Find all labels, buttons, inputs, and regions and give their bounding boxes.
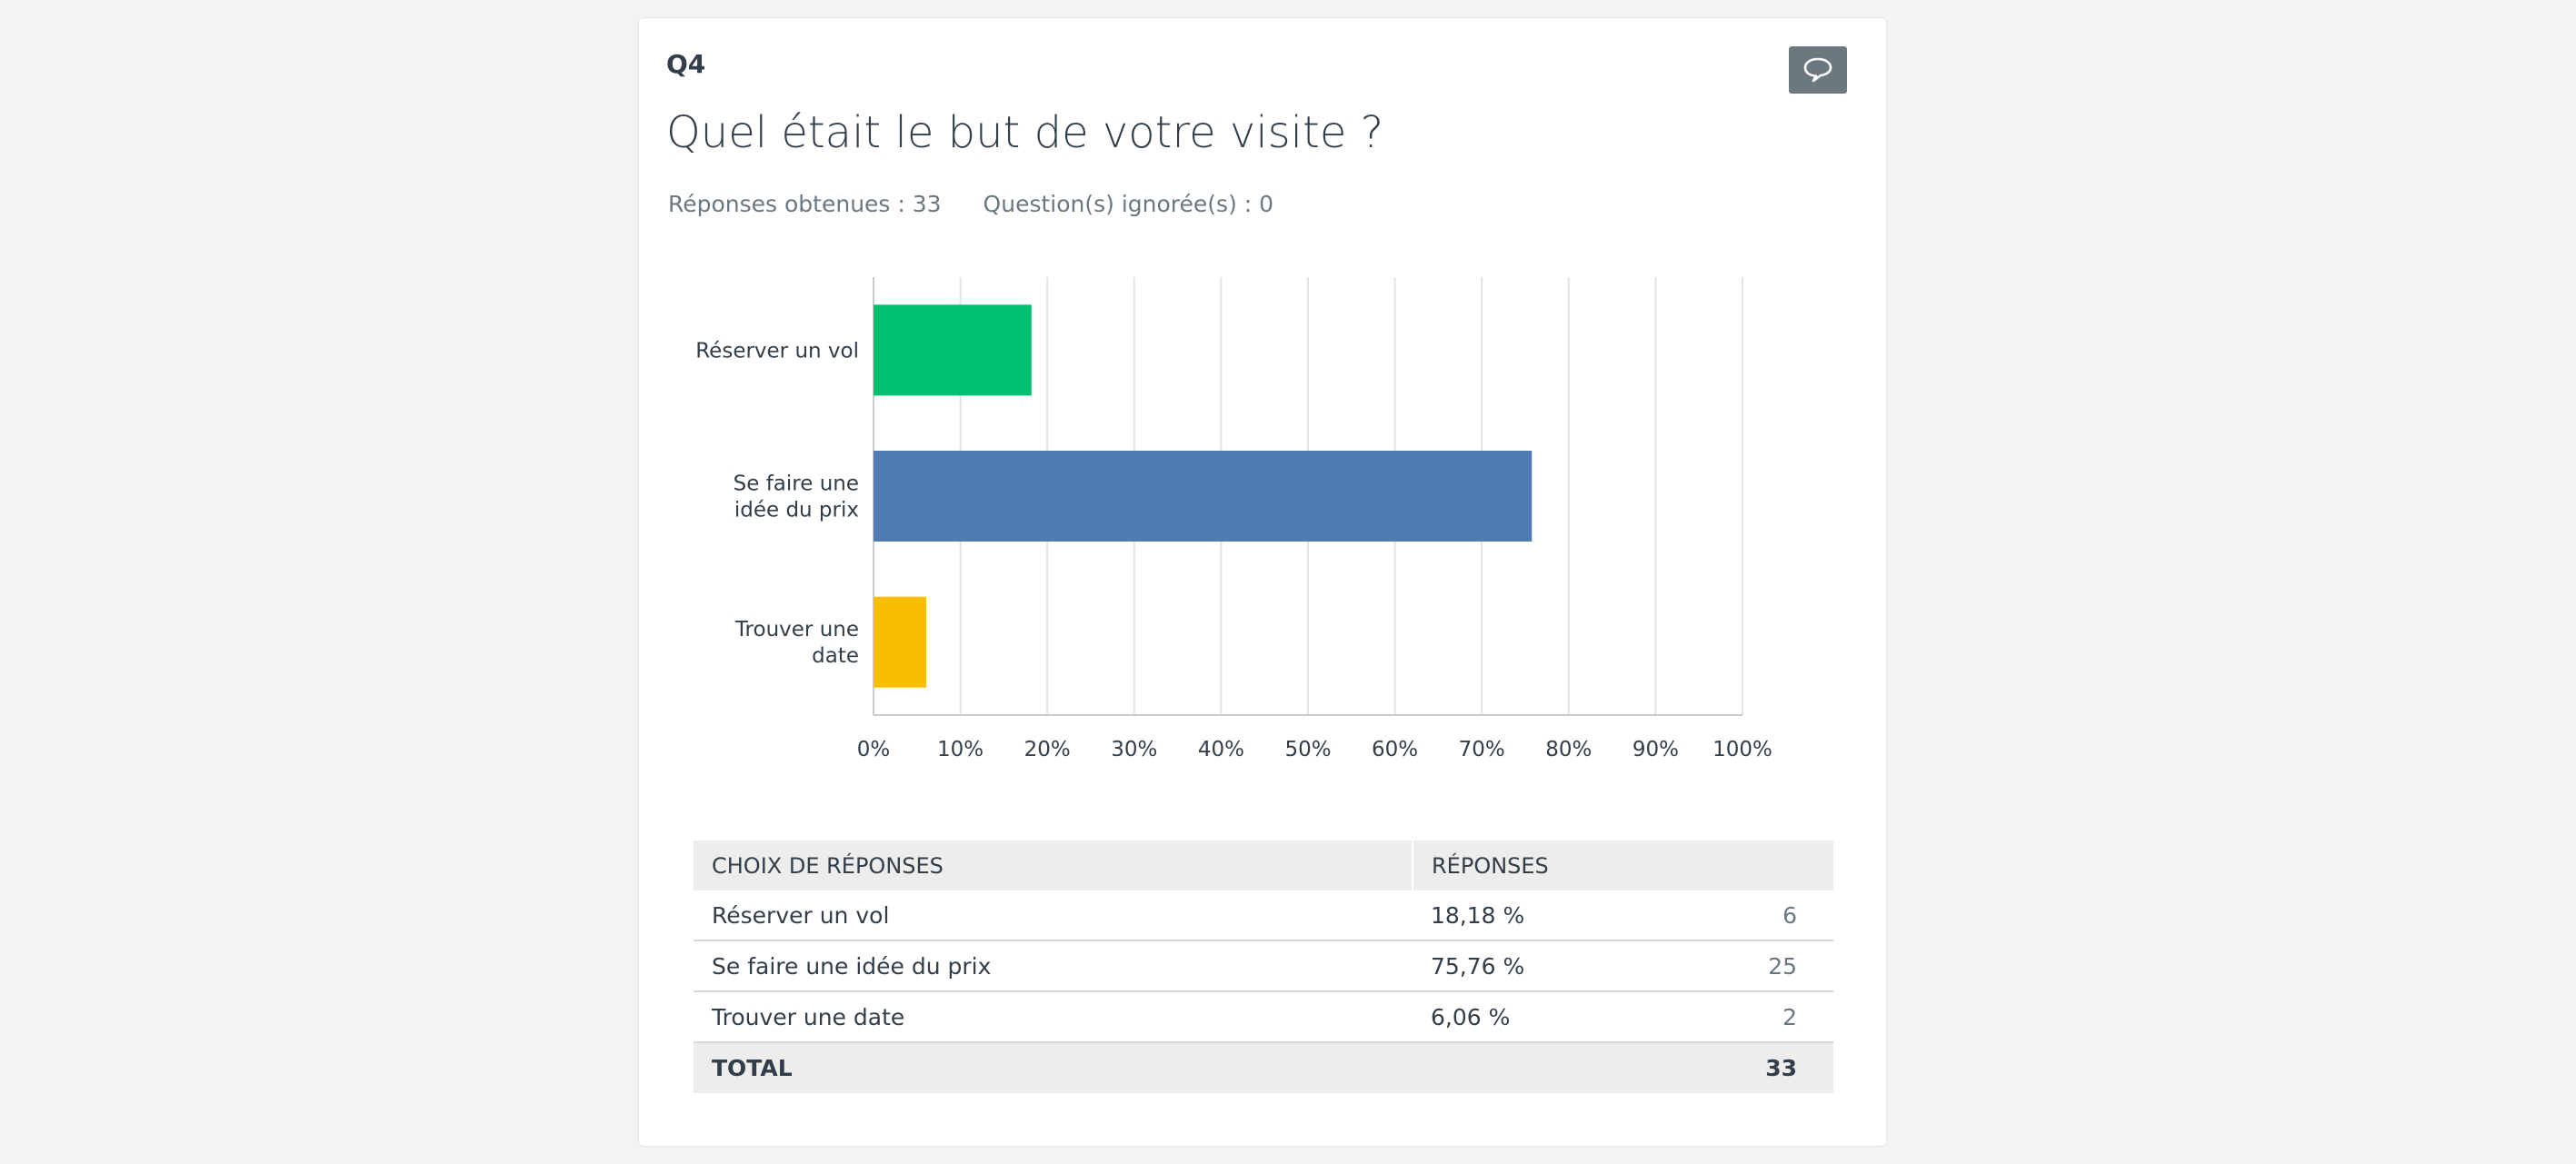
x-tick-label: 10% [937, 738, 983, 761]
header-choice: CHOIX DE RÉPONSES [694, 841, 1413, 890]
header-responses: RÉPONSES [1413, 841, 1833, 890]
row-choice: Se faire une idée du prix [694, 940, 1413, 992]
x-tick-label: 80% [1545, 738, 1592, 761]
row-choice: Trouver une date [694, 991, 1413, 1043]
x-tick-label: 20% [1024, 738, 1071, 761]
bar [874, 451, 1533, 542]
bar [874, 304, 1032, 396]
category-label: idée du prix [734, 499, 859, 522]
x-tick-label: 50% [1284, 738, 1331, 761]
total-label: TOTAL [694, 1042, 1413, 1093]
category-label: Trouver une [734, 618, 859, 642]
table-row: Se faire une idée du prix 75,76 % 25 [694, 940, 1833, 992]
response-table: CHOIX DE RÉPONSES RÉPONSES Réserver un v… [694, 841, 1833, 1093]
x-tick-label: 90% [1632, 738, 1679, 761]
question-title: Quel était le but de votre visite ? [666, 107, 1384, 158]
skipped-count: Question(s) ignorée(s) : 0 [983, 191, 1274, 217]
response-stats: Réponses obtenues : 33 Question(s) ignor… [668, 191, 1273, 217]
x-tick-label: 70% [1459, 738, 1505, 761]
category-label: Se faire une [734, 473, 859, 496]
row-count: 25 [1665, 940, 1833, 992]
x-tick-label: 0% [857, 738, 891, 761]
row-percent: 6,06 % [1413, 991, 1666, 1043]
bar [874, 596, 926, 688]
category-label: Réserver un vol [695, 339, 859, 363]
answered-count: Réponses obtenues : 33 [668, 191, 942, 217]
row-count: 2 [1665, 991, 1833, 1043]
question-number: Q4 [666, 49, 706, 79]
question-card: Q4 Quel était le but de votre visite ? R… [638, 17, 1887, 1147]
comment-icon [1803, 57, 1832, 83]
table-row: Trouver une date 6,06 % 2 [694, 991, 1833, 1043]
table-row: Réserver un vol 18,18 % 6 [694, 890, 1833, 941]
chart-svg: 0% 10% 20% 30% 40% 50% 60% 70% 80% 90% 100% Réserve… [695, 277, 1772, 761]
comment-button[interactable] [1789, 46, 1847, 94]
category-label: date [812, 644, 859, 668]
x-tick-label: 100% [1712, 738, 1772, 761]
x-tick-label: 60% [1372, 738, 1418, 761]
table-total-row: TOTAL 33 [694, 1042, 1833, 1093]
total-count: 33 [1665, 1042, 1833, 1093]
row-choice: Réserver un vol [694, 890, 1413, 941]
row-count: 6 [1665, 890, 1833, 941]
x-tick-label: 40% [1198, 738, 1244, 761]
bar-chart: 0% 10% 20% 30% 40% 50% 60% 70% 80% 90% 100% Réserve… [639, 259, 1888, 790]
x-tick-label: 30% [1111, 738, 1157, 761]
row-percent: 18,18 % [1413, 890, 1666, 941]
row-percent: 75,76 % [1413, 940, 1666, 992]
